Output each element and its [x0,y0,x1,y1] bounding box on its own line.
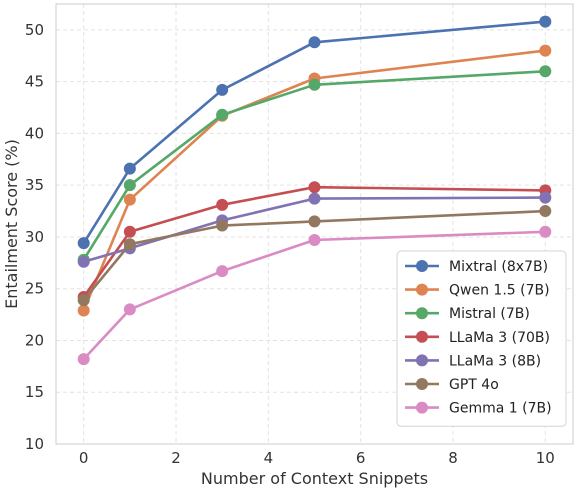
data-point [308,36,321,49]
legend-swatch-marker [416,354,428,367]
x-tick-label: 2 [171,449,181,467]
series-line [82,70,546,261]
y-tick-label: 50 [25,21,44,39]
y-axis-label: Entailment Score (%) [2,139,21,309]
legend-label: Mixtral (8x7B) [449,259,548,275]
legend-label: GPT 4o [449,377,499,393]
x-tick-label: 0 [79,449,89,467]
x-axis-ticks: 0 2 4 6 8 10 [79,449,555,467]
legend-item: Mistral (7B) [405,306,530,322]
legend-item: Qwen 1.5 (7B) [405,283,550,299]
data-point [123,179,136,192]
data-point [216,265,229,278]
plot-area-frame [55,3,574,445]
data-point [308,215,321,228]
data-point [77,353,90,366]
y-tick-label: 20 [25,331,44,349]
y-tick-label: 45 [25,73,44,91]
data-point [308,234,321,247]
data-point [123,225,136,238]
data-point [216,108,229,121]
legend-item: Gemma 1 (7B) [405,401,552,417]
series-line [82,20,546,244]
legend-label: Qwen 1.5 (7B) [449,283,550,299]
data-point [216,198,229,211]
legend-label: Mistral (7B) [449,306,530,322]
data-point [123,238,136,251]
x-tick-label: 10 [536,449,555,467]
legend-label: Gemma 1 (7B) [449,401,552,417]
legend-swatch-marker [416,283,428,296]
series-5 [77,205,552,307]
data-point [308,78,321,91]
y-tick-label: 25 [25,280,44,298]
x-tick-label: 8 [448,449,458,467]
y-tick-label: 35 [25,176,44,194]
data-point [77,237,90,250]
legend-item: Mixtral (8x7B) [405,259,548,275]
legend-swatch-marker [416,260,428,272]
data-point [77,255,90,268]
data-point [216,219,229,232]
data-point [539,44,552,57]
data-point [216,83,229,96]
data-point [308,181,321,194]
legend-item: LLaMa 3 (70B) [405,330,550,346]
series-6 [77,225,552,366]
data-point [539,15,552,28]
legend-swatch-marker [416,401,428,414]
data-point [308,192,321,205]
data-point [539,191,552,204]
data-point [77,304,90,317]
y-tick-label: 10 [25,435,44,453]
data-point [123,303,136,316]
legend-label: LLaMa 3 (70B) [449,330,550,346]
y-tick-label: 15 [25,383,44,401]
legend-label: LLaMa 3 (8B) [449,353,541,369]
legend-box [396,250,567,427]
data-point [123,162,136,175]
series-group [77,15,552,366]
legend: Mixtral (8x7B) Qwen 1.5 (7B) Mistral (7B) L… [396,250,567,427]
series-0 [77,15,552,250]
legend-swatch-marker [416,307,428,320]
y-axis-ticks: 10 15 20 25 30 35 40 45 50 [25,21,44,453]
data-point [123,193,136,206]
data-point [539,225,552,238]
data-point [539,65,552,78]
x-axis-label: Number of Context Snippets [201,469,428,488]
legend-swatch-marker [416,330,428,343]
data-point [77,294,90,307]
data-point [539,205,552,218]
legend-swatch-marker [416,378,428,390]
x-tick-label: 6 [356,449,366,467]
legend-item: LLaMa 3 (8B) [405,353,541,369]
y-tick-label: 40 [25,124,44,142]
legend-item: GPT 4o [405,377,499,393]
x-tick-label: 4 [264,449,274,467]
y-tick-label: 30 [25,228,44,246]
